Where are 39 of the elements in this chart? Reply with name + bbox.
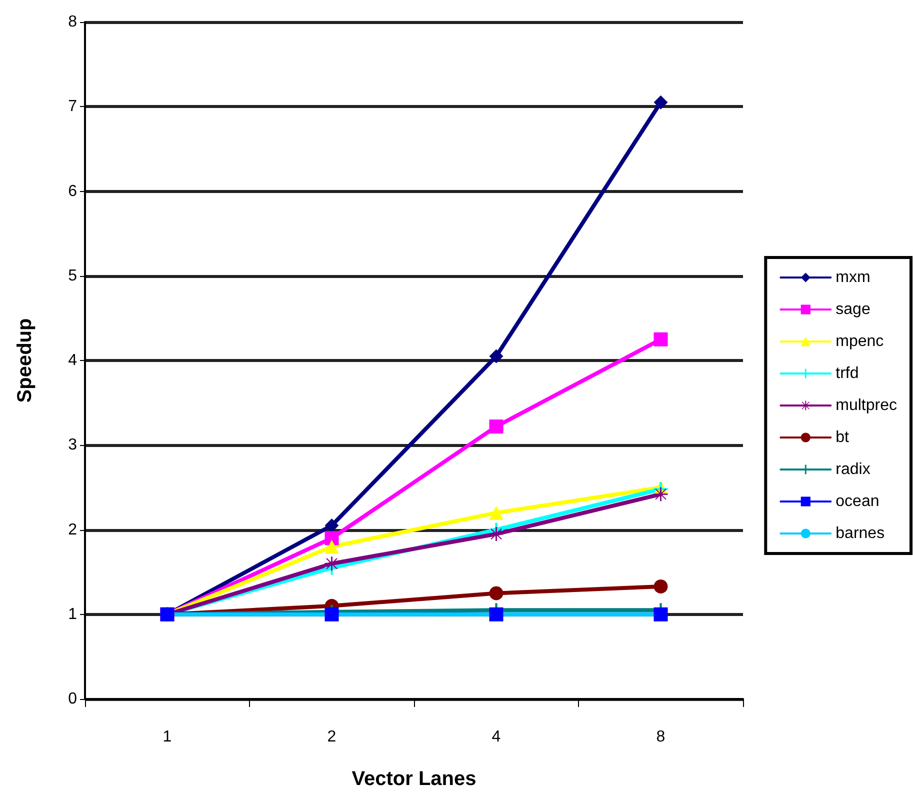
x-tick-label: 2 (327, 728, 336, 746)
point (654, 607, 668, 622)
legend-label: ocean (836, 493, 880, 510)
legend-label: sage (836, 301, 870, 318)
y-tick-label: 7 (68, 98, 78, 116)
point (489, 586, 504, 600)
point (489, 349, 504, 364)
y-tick-label: 1 (68, 606, 78, 623)
legend-label: bt (836, 429, 850, 446)
x-tick-label: 4 (492, 728, 501, 746)
point (654, 95, 668, 110)
y-tick-label: 3 (68, 436, 78, 454)
x-tick-label: 8 (656, 728, 666, 746)
legend-label: mpenc (836, 333, 884, 350)
y-tick-label: 0 (68, 690, 78, 708)
legend-label: barnes (836, 525, 885, 542)
point (654, 332, 668, 346)
point (324, 540, 339, 554)
point (324, 607, 339, 622)
legend-label: trfd (836, 365, 859, 382)
y-axis-title: Speedup (14, 318, 36, 403)
legend-label: radix (836, 461, 870, 478)
y-tick-label: 5 (68, 267, 78, 284)
point (324, 531, 339, 546)
point (489, 607, 504, 622)
point (489, 506, 504, 520)
point (489, 420, 504, 434)
legend-label: mxm (836, 269, 870, 286)
point (654, 579, 668, 594)
y-tick-label: 4 (68, 352, 78, 369)
point (324, 518, 339, 533)
y-tick-label: 6 (68, 182, 78, 200)
legend-label: multprec (836, 397, 898, 414)
y-tick-label: 2 (68, 521, 78, 538)
x-tick-label: 1 (162, 728, 172, 746)
point (654, 487, 668, 502)
point (324, 556, 339, 571)
x-axis-title: Vector Lanes (352, 768, 476, 790)
y-tick-label: 8 (68, 14, 78, 30)
